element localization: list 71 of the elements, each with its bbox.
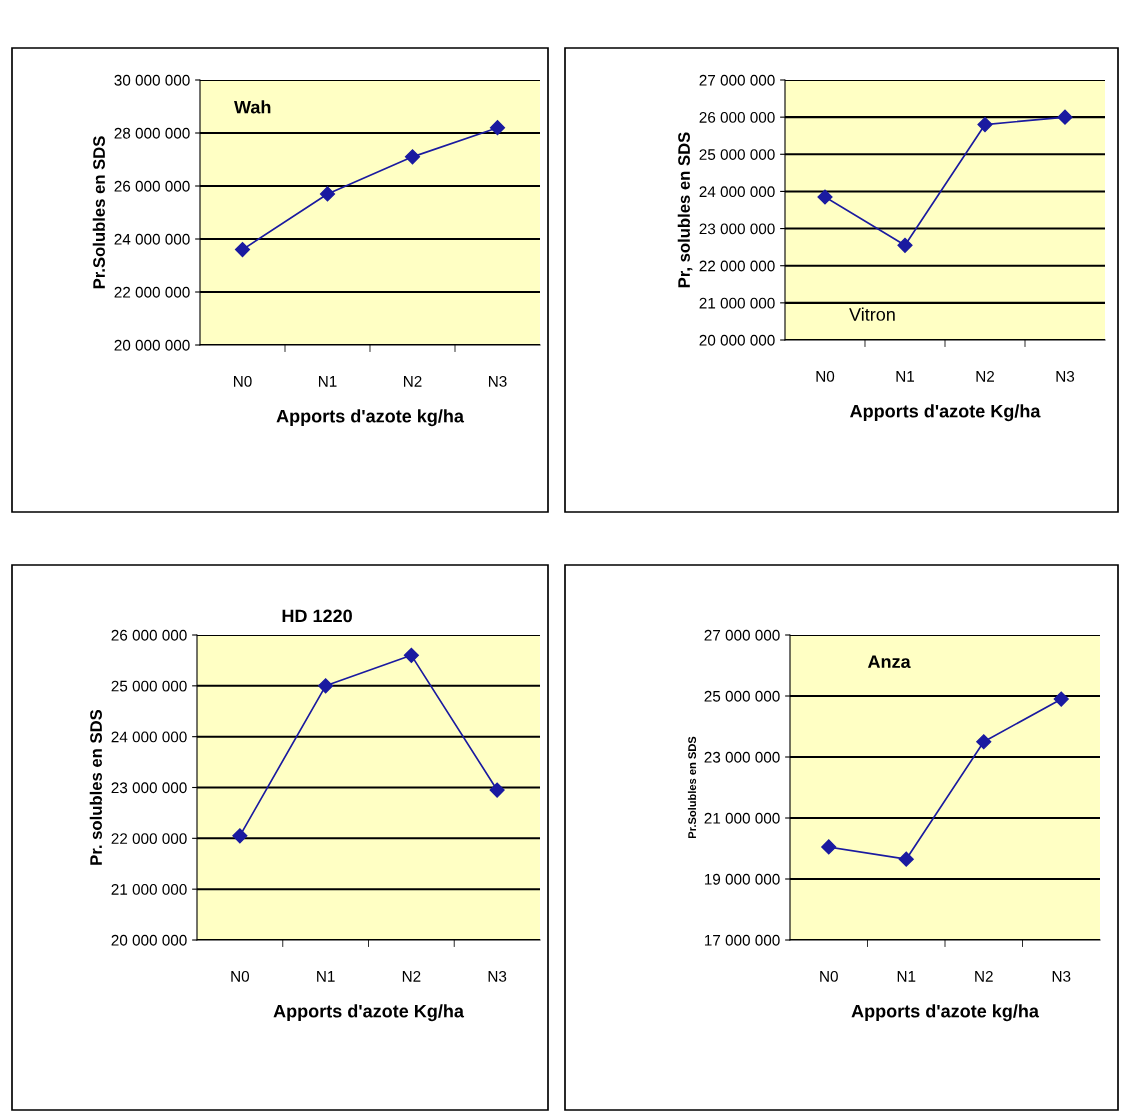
y-tick-label: 23 000 000 bbox=[111, 782, 187, 794]
y-tick-label: 26 000 000 bbox=[699, 112, 775, 123]
y-tick-label: 22 000 000 bbox=[699, 260, 775, 272]
x-tick-label: N2 bbox=[402, 970, 421, 982]
x-axis-title: Apports d'azote Kg/ha bbox=[850, 404, 1041, 422]
y-tick-label: 23 000 000 bbox=[704, 751, 780, 763]
x-tick-label: N0 bbox=[233, 375, 252, 387]
y-axis-title: Pr.Solubles en SDS bbox=[687, 736, 697, 839]
y-tick-label: 27 000 000 bbox=[704, 629, 780, 641]
x-axis-title: Apports d'azote kg/ha bbox=[851, 1004, 1040, 1022]
y-tick-label: 21 000 000 bbox=[111, 884, 187, 895]
y-tick-label: 26 000 000 bbox=[111, 629, 187, 641]
x-tick-label: N2 bbox=[403, 375, 422, 387]
x-tick-label: N3 bbox=[488, 375, 507, 387]
point bbox=[404, 149, 421, 165]
point bbox=[976, 734, 992, 750]
y-tick-label: 24 000 000 bbox=[111, 731, 187, 743]
point bbox=[897, 237, 913, 253]
chart-title: HD 1220 bbox=[282, 609, 352, 623]
x-tick-label: N2 bbox=[976, 370, 994, 382]
point bbox=[817, 189, 833, 205]
x-axis-title: Apports d'azote kg/ha bbox=[276, 409, 465, 427]
text: Wah bbox=[234, 100, 271, 114]
y-tick-label: 22 000 000 bbox=[111, 833, 187, 845]
y-tick-label: 30 000 000 bbox=[114, 74, 190, 86]
y-tick-label: 25 000 000 bbox=[704, 690, 780, 702]
y-axis-title: Pr. solubles en SDS bbox=[89, 709, 102, 865]
x-tick-label: N3 bbox=[1052, 970, 1071, 982]
point bbox=[821, 839, 837, 855]
y-axis-title: Pr.Solubles en SDS bbox=[92, 136, 105, 289]
point bbox=[489, 120, 506, 136]
x-tick-label: N1 bbox=[317, 971, 335, 982]
y-tick-label: 22 000 000 bbox=[114, 286, 190, 298]
x-tick-label: N1 bbox=[318, 376, 337, 387]
y-tick-label: 25 000 000 bbox=[699, 149, 775, 160]
point bbox=[232, 828, 248, 844]
text: Vitron bbox=[849, 307, 895, 321]
y-tick-label: 23 000 000 bbox=[699, 223, 775, 235]
x-tick-label: N1 bbox=[896, 371, 915, 382]
x-tick-label: N0 bbox=[231, 970, 250, 982]
point bbox=[318, 678, 334, 694]
point bbox=[1057, 109, 1073, 125]
point bbox=[1053, 691, 1069, 707]
point bbox=[898, 851, 914, 867]
point bbox=[234, 242, 251, 258]
y-tick-label: 20 000 000 bbox=[114, 339, 190, 351]
x-tick-label: N0 bbox=[816, 370, 835, 382]
y-tick-label: 24 000 000 bbox=[699, 186, 775, 198]
y-axis-title: Pr, solubles en SDS bbox=[677, 132, 693, 288]
y-tick-label: 17 000 000 bbox=[704, 934, 780, 946]
x-tick-label: N2 bbox=[975, 970, 993, 982]
point bbox=[403, 647, 419, 663]
y-tick-label: 21 000 000 bbox=[704, 812, 780, 824]
y-tick-label: 19 000 000 bbox=[704, 873, 780, 885]
x-tick-label: N3 bbox=[488, 970, 507, 982]
x-tick-label: N3 bbox=[1056, 370, 1075, 382]
text: Anza bbox=[867, 655, 911, 669]
y-tick-label: 27 000 000 bbox=[699, 74, 775, 86]
x-tick-label: N1 bbox=[897, 971, 916, 982]
y-tick-label: 24 000 000 bbox=[114, 233, 190, 245]
point bbox=[319, 186, 336, 202]
y-tick-label: 26 000 000 bbox=[114, 180, 190, 192]
x-tick-label: N0 bbox=[820, 970, 838, 982]
y-tick-label: 20 000 000 bbox=[111, 934, 187, 946]
point bbox=[489, 782, 505, 798]
y-tick-label: 28 000 000 bbox=[114, 127, 190, 139]
y-tick-label: 21 000 000 bbox=[699, 297, 775, 309]
y-tick-label: 20 000 000 bbox=[699, 334, 775, 346]
x-axis-title: Apports d'azote Kg/ha bbox=[273, 1004, 465, 1022]
y-tick-label: 25 000 000 bbox=[111, 680, 187, 692]
point bbox=[977, 117, 993, 133]
